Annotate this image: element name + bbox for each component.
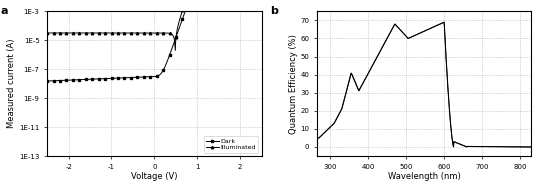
X-axis label: Wavelength (nm): Wavelength (nm) — [388, 172, 461, 181]
Illuminated — [82, 32, 88, 34]
Dark — [170, 43, 177, 45]
Legend: Dark, Illuminated: Dark, Illuminated — [204, 136, 258, 153]
Y-axis label: Measured current (A): Measured current (A) — [8, 39, 17, 128]
Text: a: a — [0, 6, 8, 16]
Line: Illuminated: Illuminated — [46, 0, 263, 52]
Illuminated — [99, 32, 105, 34]
Illuminated — [170, 35, 177, 38]
Text: b: b — [270, 6, 278, 16]
X-axis label: Voltage (V): Voltage (V) — [131, 172, 178, 181]
Illuminated — [141, 32, 147, 34]
Dark — [82, 78, 88, 81]
Line: Dark: Dark — [46, 0, 263, 82]
Dark — [99, 78, 105, 80]
Y-axis label: Quantum Efficiency (%): Quantum Efficiency (%) — [289, 34, 297, 134]
Dark — [141, 76, 147, 78]
Dark — [44, 80, 50, 82]
Illuminated — [44, 32, 50, 34]
Illuminated — [172, 49, 178, 51]
